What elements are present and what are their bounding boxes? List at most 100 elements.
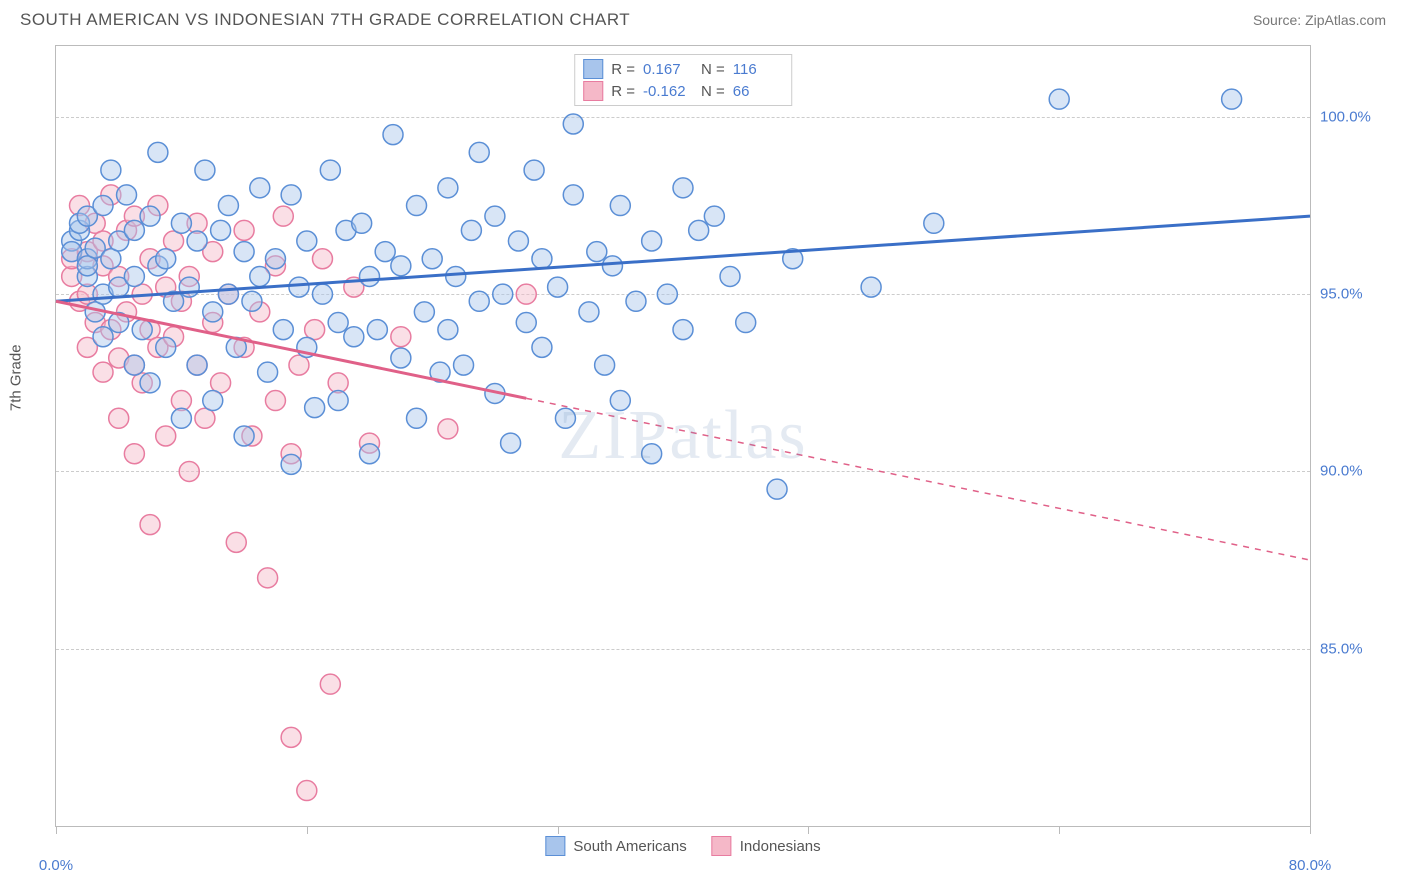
- scatter-point: [720, 266, 740, 286]
- x-tick: [56, 826, 57, 834]
- scatter-point: [383, 125, 403, 145]
- scatter-point: [344, 327, 364, 347]
- scatter-point: [211, 220, 231, 240]
- scatter-point: [305, 320, 325, 340]
- scatter-point: [312, 284, 332, 304]
- series-1-swatch: [583, 81, 603, 101]
- scatter-point: [516, 313, 536, 333]
- scatter-point: [140, 206, 160, 226]
- scatter-point: [767, 479, 787, 499]
- scatter-point: [242, 291, 262, 311]
- scatter-point: [265, 391, 285, 411]
- r-value-0: 0.167: [643, 61, 693, 78]
- scatter-point: [642, 444, 662, 464]
- scatter-point: [171, 213, 191, 233]
- legend-item-1: Indonesians: [712, 836, 821, 856]
- scatter-point: [391, 327, 411, 347]
- scatter-point: [101, 160, 121, 180]
- scatter-point: [391, 348, 411, 368]
- scatter-point: [407, 408, 427, 428]
- stat-row-series-0: R = 0.167 N = 116: [583, 58, 783, 80]
- scatter-point: [218, 284, 238, 304]
- scatter-point: [93, 196, 113, 216]
- scatter-point: [360, 444, 380, 464]
- scatter-point: [352, 213, 372, 233]
- scatter-point: [124, 355, 144, 375]
- scatter-point: [140, 373, 160, 393]
- x-tick: [558, 826, 559, 834]
- scatter-point: [179, 461, 199, 481]
- scatter-point: [924, 213, 944, 233]
- scatter-point: [375, 242, 395, 262]
- scatter-point: [109, 408, 129, 428]
- scatter-point: [297, 781, 317, 801]
- r-label-0: R =: [611, 61, 635, 78]
- scatter-point: [203, 391, 223, 411]
- scatter-point: [281, 727, 301, 747]
- n-label-0: N =: [701, 61, 725, 78]
- scatter-point: [626, 291, 646, 311]
- x-tick: [307, 826, 308, 834]
- scatter-point: [273, 320, 293, 340]
- scatter-point: [195, 160, 215, 180]
- scatter-point: [258, 362, 278, 382]
- scatter-point: [610, 196, 630, 216]
- scatter-point: [320, 160, 340, 180]
- scatter-point: [289, 355, 309, 375]
- scatter-point: [461, 220, 481, 240]
- y-tick-label: 85.0%: [1320, 640, 1380, 657]
- scatter-point: [414, 302, 434, 322]
- scatter-point: [124, 266, 144, 286]
- trend-line-solid: [56, 301, 526, 398]
- scatter-point: [101, 249, 121, 269]
- source-label: Source: ZipAtlas.com: [1253, 12, 1386, 28]
- scatter-point: [485, 206, 505, 226]
- scatter-point: [673, 320, 693, 340]
- scatter-point: [548, 277, 568, 297]
- scatter-point: [156, 249, 176, 269]
- r-label-1: R =: [611, 83, 635, 100]
- scatter-point: [587, 242, 607, 262]
- scatter-point: [218, 196, 238, 216]
- scatter-point: [438, 178, 458, 198]
- scatter-point: [328, 313, 348, 333]
- scatter-point: [250, 266, 270, 286]
- scatter-point: [195, 408, 215, 428]
- scatter-point: [595, 355, 615, 375]
- scatter-point: [281, 185, 301, 205]
- scatter-point: [93, 362, 113, 382]
- scatter-point: [469, 291, 489, 311]
- scatter-point: [234, 426, 254, 446]
- scatter-point: [438, 320, 458, 340]
- scatter-point: [93, 327, 113, 347]
- scatter-point: [124, 444, 144, 464]
- legend-item-0: South Americans: [545, 836, 686, 856]
- n-value-0: 116: [733, 61, 783, 78]
- scatter-point: [704, 206, 724, 226]
- scatter-point: [689, 220, 709, 240]
- scatter-point: [211, 373, 231, 393]
- trend-line-dashed: [526, 398, 1310, 560]
- legend-label-0: South Americans: [573, 838, 686, 855]
- y-axis-label: 7th Grade: [8, 344, 25, 411]
- scatter-point: [203, 302, 223, 322]
- y-tick-label: 90.0%: [1320, 463, 1380, 480]
- legend-label-1: Indonesians: [740, 838, 821, 855]
- scatter-point: [602, 256, 622, 276]
- scatter-point: [360, 266, 380, 286]
- scatter-point: [171, 408, 191, 428]
- scatter-point: [391, 256, 411, 276]
- y-tick-label: 100.0%: [1320, 108, 1380, 125]
- scatter-point: [532, 249, 552, 269]
- scatter-point: [156, 337, 176, 357]
- correlation-stat-box: R = 0.167 N = 116 R = -0.162 N = 66: [574, 54, 792, 106]
- plot-area: [56, 46, 1310, 826]
- x-tick: [1310, 826, 1311, 834]
- scatter-point: [563, 185, 583, 205]
- scatter-point: [454, 355, 474, 375]
- scatter-point: [281, 454, 301, 474]
- scatter-point: [407, 196, 427, 216]
- scatter-point: [861, 277, 881, 297]
- series-0-swatch: [583, 59, 603, 79]
- scatter-point: [312, 249, 332, 269]
